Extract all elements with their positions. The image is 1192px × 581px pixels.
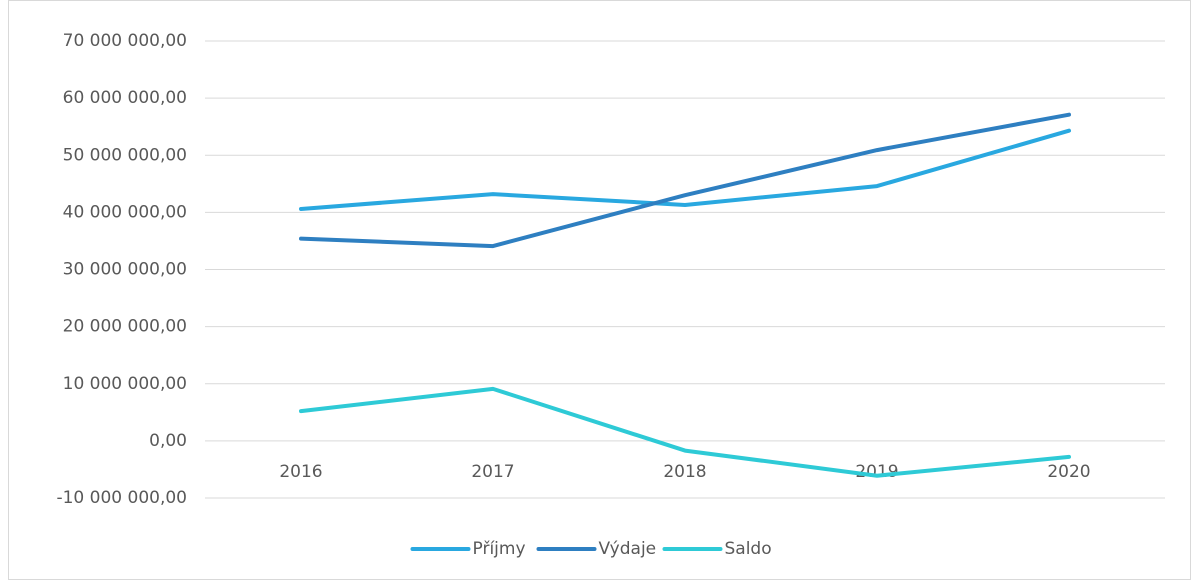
y-tick-label: 60 000 000,00 [63, 88, 187, 108]
y-tick-label: 30 000 000,00 [63, 260, 187, 280]
y-tick-label: 0,00 [149, 431, 187, 451]
series-line [299, 386, 1071, 478]
x-tick-label: 2017 [471, 462, 514, 482]
y-tick-label: 70 000 000,00 [63, 31, 187, 51]
chart-border [8, 0, 1191, 580]
y-tick-label: 50 000 000,00 [63, 145, 187, 165]
x-tick-label: 2020 [1047, 462, 1090, 482]
y-tick-label: 10 000 000,00 [63, 374, 187, 394]
legend-label: Výdaje [599, 539, 657, 559]
x-tick-label: 2016 [279, 462, 322, 482]
x-tick-label: 2018 [663, 462, 706, 482]
legend-label: Příjmy [473, 539, 526, 559]
x-tick-label: 2019 [855, 462, 898, 482]
series-line [299, 112, 1071, 249]
series-line [299, 128, 1071, 211]
legend-label: Saldo [725, 539, 772, 559]
y-tick-label: 20 000 000,00 [63, 317, 187, 337]
y-tick-label: -10 000 000,00 [56, 488, 187, 508]
y-tick-label: 40 000 000,00 [63, 202, 187, 222]
